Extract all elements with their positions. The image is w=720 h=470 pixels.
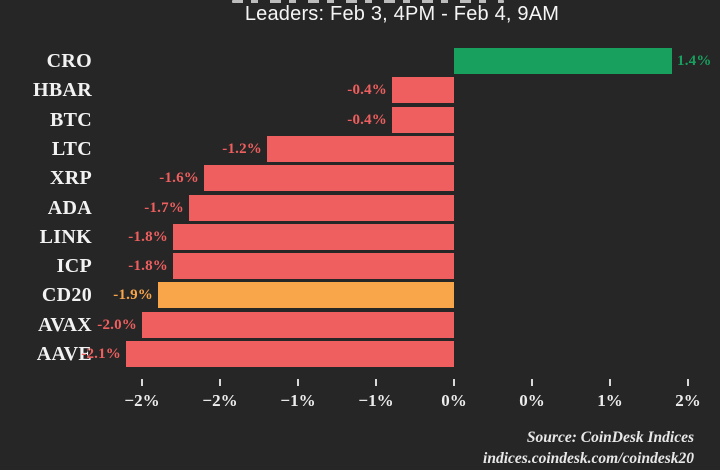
value-label-cro: 1.4% [677,53,712,69]
x-axis-tick-label: −1% [358,391,394,410]
value-label-cd20: -1.9% [113,287,153,303]
coin-label-icp: ICP [56,255,92,277]
value-label-hbar: -0.4% [347,82,387,98]
bar-btc [392,107,454,133]
coin-label-link: LINK [39,226,92,248]
source-credit: Source: CoinDesk Indices indices.coindes… [483,427,694,469]
coin-label-btc: BTC [49,109,92,131]
x-axis-tick-label: 1% [597,391,623,410]
chart-title: Leaders: Feb 3, 4PM - Feb 4, 9AM [244,3,560,25]
x-axis-tick-label: 0% [441,391,467,410]
bar-ltc [267,136,454,162]
bar-aave [126,341,454,367]
coin-label-ltc: LTC [51,138,92,160]
value-label-aave: -2.1% [81,346,121,362]
coin-label-avax: AVAX [38,314,92,336]
x-axis-tick-label: 0% [519,391,545,410]
value-label-btc: -0.4% [347,112,387,128]
x-axis-tick-label: 2% [675,391,701,410]
source-line1: Source: CoinDesk Indices [526,429,694,446]
x-axis-tick-mark [609,379,611,386]
coin-label-hbar: HBAR [33,79,92,101]
bar-avax [142,312,454,338]
x-axis-tick-label: −1% [280,391,316,410]
bar-ada [189,195,454,221]
bar-cro [454,48,672,74]
value-label-xrp: -1.6% [159,170,199,186]
cropped-title-remnant [232,0,504,3]
value-label-avax: -2.0% [97,317,137,333]
bar-link [173,224,454,250]
x-axis-tick-mark [219,379,221,386]
coin-label-xrp: XRP [49,167,92,189]
value-label-icp: -1.8% [128,258,168,274]
bar-cd20 [158,282,454,308]
value-label-ltc: -1.2% [222,141,262,157]
x-axis-tick-mark [531,379,533,386]
value-label-ada: -1.7% [144,200,184,216]
coin-label-ada: ADA [47,197,92,219]
coin-label-aave: AAVE [36,343,92,365]
x-axis-tick-mark [375,379,377,386]
x-axis-tick-mark [297,379,299,386]
x-axis-tick-label: −2% [202,391,238,410]
bar-icp [173,253,454,279]
bar-xrp [204,165,454,191]
source-line2: indices.coindesk.com/coindesk20 [483,450,694,467]
x-axis-tick-label: −2% [124,391,160,410]
bar-hbar [392,77,454,103]
x-axis-tick-mark [687,379,689,386]
coin-label-cd20: CD20 [41,284,92,306]
value-label-link: -1.8% [128,229,168,245]
coin-label-cro: CRO [46,50,92,72]
x-axis-tick-mark [141,379,143,386]
x-axis-tick-mark [453,379,455,386]
